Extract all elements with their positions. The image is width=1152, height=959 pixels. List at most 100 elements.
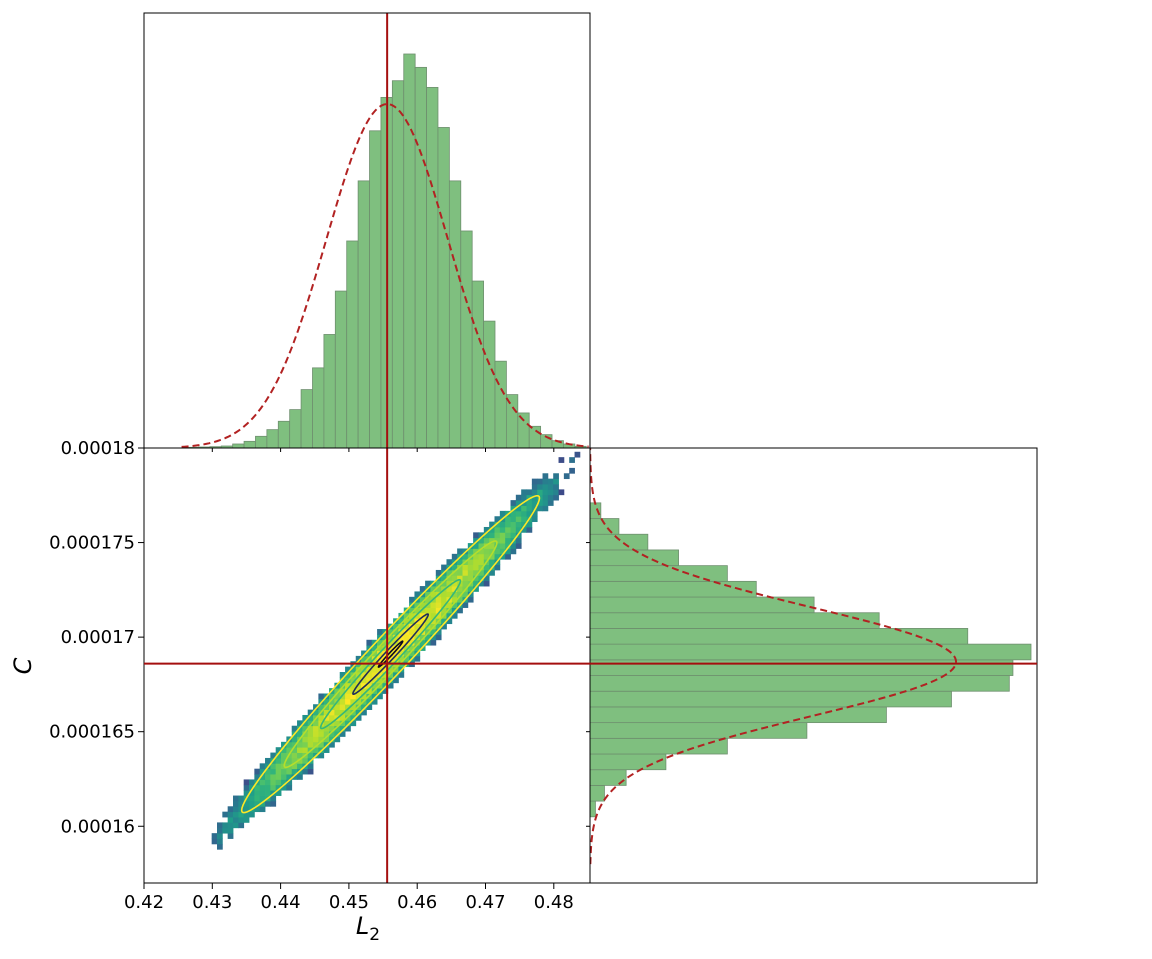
heatmap-cell [542,489,549,496]
heatmap-cell [467,596,474,603]
marginal-ticks [143,447,590,827]
histogram-bar [369,130,382,448]
heatmap-cell [307,709,314,716]
heatmap-cell [414,591,421,598]
heatmap-cell [403,612,410,619]
heatmap-cell [387,650,394,657]
heatmap-cell [414,607,421,614]
heatmap-cell [489,537,495,544]
heatmap-cell [547,489,554,496]
heatmap-cell [387,639,394,646]
heatmap-cell [430,629,437,635]
heatmap-cell [478,532,485,539]
histogram-bar [346,240,359,448]
heatmap-cell [259,790,266,796]
heatmap-cell [446,559,453,565]
heatmap-cell [526,489,533,496]
heatmap-cell [270,795,277,802]
heatmap-cell [419,586,426,592]
density-contour [319,579,462,730]
heatmap-cell [259,774,266,780]
heatmap-cell [377,677,383,684]
heatmap-cell [574,451,581,458]
heatmap-cell [403,634,410,641]
heatmap-cell [553,494,559,501]
histogram-bar [590,502,602,519]
y-tick-label: 0.000175 [49,533,135,554]
heatmap-cell [393,634,399,641]
heatmap-cell [307,763,314,770]
heatmap-cell [387,682,394,689]
heatmap-cell [505,553,511,560]
heatmap-cell [387,629,394,635]
heatmap-cell [473,553,479,560]
heatmap-cell [307,736,314,743]
heatmap-cell [217,843,223,850]
heatmap-cell [515,537,522,544]
heatmap-cell [494,516,501,523]
heatmap-cell [371,645,378,651]
heatmap-cell [473,532,479,539]
heatmap-cell [377,639,383,646]
histogram-bar [494,360,507,448]
heatmap-cell [318,720,325,727]
heatmap-cell [323,725,330,732]
heatmap-cell [355,709,362,716]
heatmap-cell [345,725,351,732]
heatmap-cell [265,790,271,796]
heatmap-cell [286,741,293,748]
heatmap-cell [542,500,549,506]
heatmap-cell [409,612,415,619]
heatmap-cell [291,747,298,753]
heatmap-cell [334,704,341,710]
heatmap-cell [441,591,447,598]
heatmap-cell [345,714,351,721]
heatmap-cell [499,526,506,533]
heatmap-cell [355,655,362,662]
heatmap-cell [489,548,495,555]
heatmap-cell [313,720,319,727]
heatmap-cell [297,731,303,737]
heatmap-cell [227,817,234,823]
heatmap-cell [211,833,218,839]
heatmap-cell [233,817,239,823]
heatmap-cell [313,736,319,743]
heatmap-cell [478,543,485,549]
heatmap-cell [297,752,303,759]
heatmap-cell [494,548,501,555]
heatmap-cell [366,682,373,689]
heatmap-cell [275,790,282,796]
heatmap-cell [526,521,533,528]
histogram-bar [323,334,336,448]
heatmap-cell [259,800,266,807]
heatmap-cell [270,800,277,807]
heatmap-cell [393,666,399,673]
heatmap-cell [537,500,543,506]
heatmap-cell [323,736,330,743]
heatmap-cell [238,795,245,802]
x-axis: 0.42 0.43 0.44 0.45 0.46 0.47 0.48 [124,883,574,913]
heatmap-cell [425,639,431,646]
density-contour [352,613,430,696]
heatmap-cell [286,779,293,786]
x-axis-label: L2 [356,912,380,945]
x-tick-label: 0.48 [534,892,574,913]
y-axis-label: C [9,657,37,674]
density-contour [283,540,498,769]
heatmap-cell [371,672,378,678]
heatmap-cell [521,489,527,496]
heatmap-cell [526,500,533,506]
heatmap-cell [393,650,399,657]
histogram-bar [505,394,519,448]
heatmap-cell [483,569,490,576]
heatmap-cell [398,655,405,662]
heatmap-cell [510,510,517,517]
heatmap-cell [483,564,490,571]
heatmap-cell [281,779,287,786]
heatmap-cell [430,634,437,641]
heatmap-cell [334,688,341,694]
heatmap-cell [291,752,298,759]
marginal-histogram-l2 [143,12,591,449]
heatmap-cell [435,607,442,614]
heatmap-cell [515,516,522,523]
